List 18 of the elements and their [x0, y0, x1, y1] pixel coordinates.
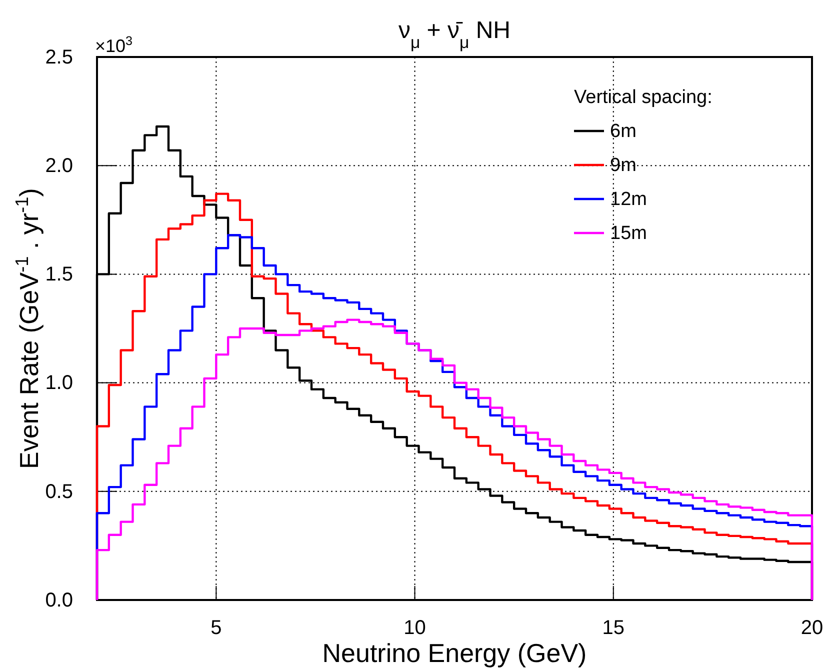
x-tick-label: 15	[602, 617, 625, 640]
x-tick-label: 5	[210, 617, 222, 640]
x-tick-label: 10	[404, 617, 426, 640]
x-axis-title: Neutrino Energy (GeV)	[322, 638, 587, 668]
chart-title: ν$_{μ}$ + ν̄$_{μ}$ NH	[398, 17, 511, 52]
y-tick-label: 2.0	[45, 155, 73, 177]
y-tick-label: 1.0	[45, 372, 73, 394]
legend-label: 12m	[610, 189, 647, 210]
y-tick-label: 2.5	[45, 46, 73, 68]
y-tick-label: 0.0	[45, 589, 73, 612]
x-tick-label: 20	[800, 617, 824, 640]
y-tick-label: 0.5	[45, 480, 73, 503]
y-tick-label: 1.5	[45, 264, 73, 286]
legend-label: 6m	[610, 121, 636, 142]
legend-title: Vertical spacing:	[574, 87, 712, 108]
text: ×10$^{3}$	[95, 34, 133, 56]
legend-label: 15m	[610, 223, 647, 244]
legend-label: 9m	[610, 155, 636, 176]
